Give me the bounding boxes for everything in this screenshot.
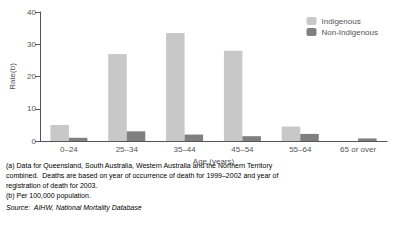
- svg-text:combined. Deaths are based on: combined. Deaths are based on year of oc…: [6, 172, 278, 180]
- svg-text:10: 10: [27, 104, 36, 113]
- svg-text:Indigenous: Indigenous: [322, 17, 361, 26]
- svg-text:30: 30: [27, 40, 36, 49]
- svg-text:45–54: 45–54: [231, 145, 254, 154]
- svg-text:25–34: 25–34: [116, 145, 139, 154]
- svg-text:(a) Data for Queensland, South: (a) Data for Queensland, South Australia…: [6, 162, 273, 169]
- svg-text:Source: AIHW, National Mortal: Source: AIHW, National Mortality Databas…: [6, 204, 142, 212]
- svg-text:Rate(b): Rate(b): [8, 63, 17, 90]
- svg-text:Non-Indigenous: Non-Indigenous: [322, 28, 378, 37]
- svg-text:35–44: 35–44: [173, 145, 196, 154]
- svg-text:65 or over: 65 or over: [340, 145, 376, 154]
- svg-text:20: 20: [27, 72, 36, 81]
- svg-text:(b) Per 100,000 population.: (b) Per 100,000 population.: [6, 192, 91, 200]
- svg-text:55–64: 55–64: [289, 145, 312, 154]
- svg-text:registration of death for 2003: registration of death for 2003.: [6, 182, 98, 190]
- svg-text:0: 0: [32, 137, 37, 146]
- svg-text:Age (years): Age (years): [193, 157, 235, 166]
- svg-text:0–24: 0–24: [60, 145, 78, 154]
- svg-text:40: 40: [27, 8, 36, 17]
